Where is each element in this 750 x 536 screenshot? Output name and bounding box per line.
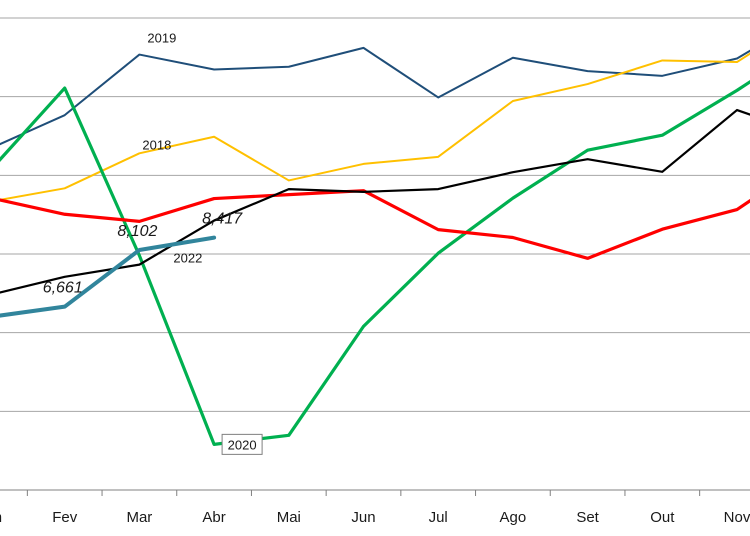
series-line [0, 46, 750, 146]
gridlines [0, 17, 750, 412]
series-line [0, 108, 750, 294]
data-label: 8,102 [117, 223, 157, 240]
series-label-2018: 2018 [142, 137, 171, 152]
series-line [0, 79, 750, 446]
series-line [0, 189, 750, 260]
x-tick-label: Mai [277, 509, 301, 526]
series-line [0, 52, 750, 201]
x-tick-label: Mar [126, 509, 152, 526]
x-axis-ticks: JanFevMarAbrMaiJunJulAgoSetOutNovDez [0, 490, 750, 526]
data-label: 6,661 [43, 280, 83, 297]
series-label-2020-box [221, 433, 263, 455]
x-tick-label: Set [576, 509, 599, 526]
data-label: 8,417 [202, 211, 243, 228]
x-tick-label: Jun [351, 509, 375, 526]
x-tick-label: Fev [52, 509, 78, 526]
x-tick-label: Out [650, 509, 675, 526]
series-line [0, 235, 217, 318]
series-lines [0, 46, 750, 446]
series-label-2022: 2022 [173, 251, 202, 266]
x-tick-label: Ago [500, 509, 527, 526]
x-tick-label: Jul [429, 509, 448, 526]
x-tick-label: Abr [202, 509, 225, 526]
series-label-2020: 2020 [228, 437, 257, 452]
series-label-2019: 2019 [147, 31, 176, 46]
x-tick-label: Jan [0, 509, 2, 526]
x-tick-label: Nov [724, 509, 750, 526]
